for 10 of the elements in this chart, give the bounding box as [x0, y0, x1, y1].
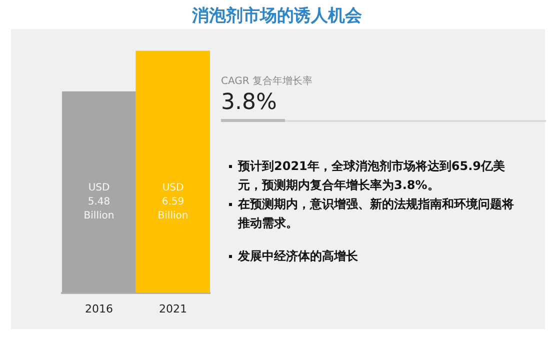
- text: 发展中经济体的高增长: [238, 248, 358, 265]
- x-tick-label: 2016: [85, 302, 113, 316]
- text: CAGR 复合年增长率: [221, 74, 313, 88]
- data-label: USD 5.48 Billion: [84, 182, 114, 222]
- text: 预计到2021年，全球消泡剂市场将达到65.9亿美元，预测期内复合年增长率为3.8%。: [238, 158, 506, 194]
- data-label: USD 6.59 Billion: [158, 182, 188, 222]
- text: 在预测期内，意识增强、新的法规指南和环境问题将推动需求。: [238, 196, 515, 232]
- text: 3.8%: [221, 90, 277, 115]
- x-tick-label: 2021: [159, 302, 187, 316]
- text: 消泡剂市场的诱人机会: [191, 5, 363, 27]
